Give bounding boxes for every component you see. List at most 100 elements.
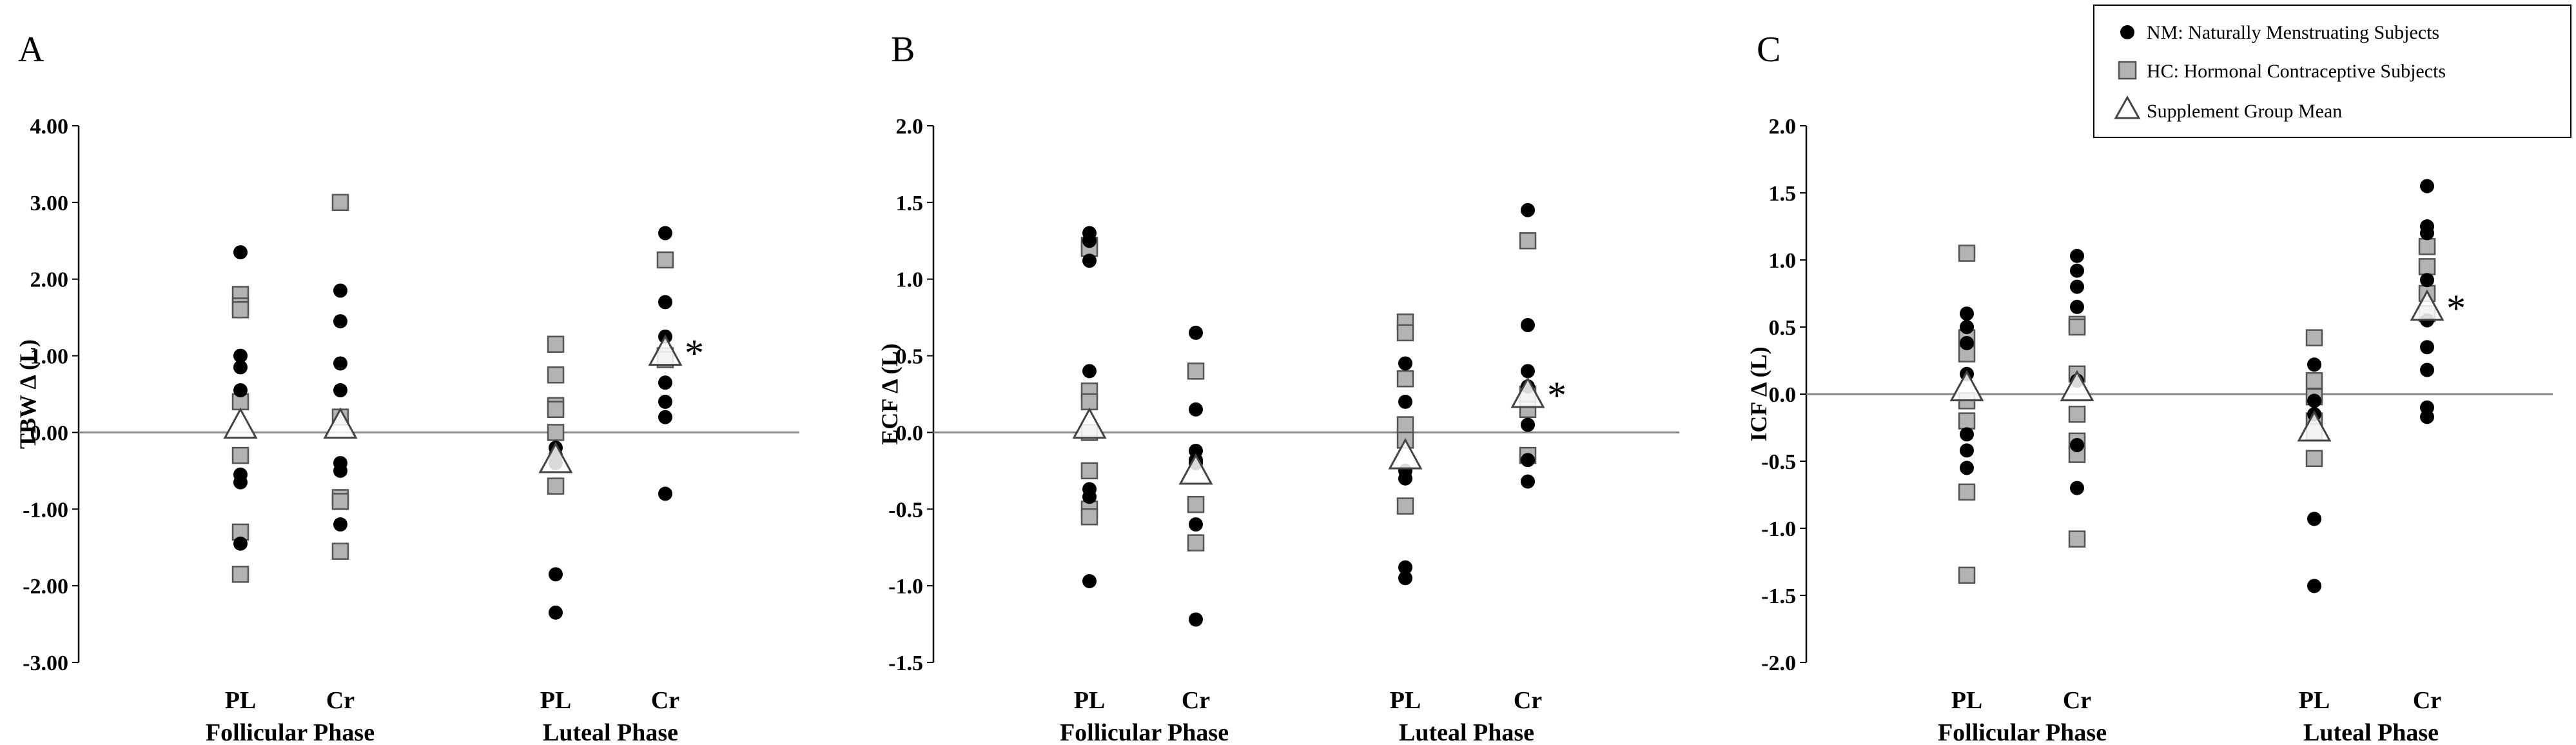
mean-marker: [2410, 289, 2444, 321]
hc-point: [1187, 495, 1205, 513]
nm-point: [233, 245, 248, 260]
hc-point: [1958, 412, 1976, 430]
nm-point: [658, 375, 672, 390]
group-cr-follicular: [2060, 248, 2094, 548]
hc-point: [547, 335, 565, 353]
category-label: PL: [2299, 687, 2330, 714]
hc-point: [1958, 566, 1976, 584]
hc-point: [547, 477, 565, 495]
nm-point: [1521, 474, 1535, 489]
y-tick-label: 1.5: [1769, 182, 1797, 206]
mean-marker: [1510, 376, 1545, 408]
y-axis-label: TBW Δ (L): [15, 339, 41, 449]
panel-letter: A: [18, 30, 44, 70]
group-cr-luteal: *: [2410, 179, 2466, 424]
hc-point: [1958, 244, 1976, 262]
nm-point: [2307, 579, 2321, 593]
nm-point: [2070, 248, 2084, 263]
hc-point: [1080, 508, 1098, 526]
legend-nm-marker: [2120, 25, 2134, 39]
y-tick-label: 2.0: [1769, 115, 1797, 139]
nm-point: [1521, 453, 1535, 468]
category-label: PL: [1390, 687, 1421, 714]
nm-point: [1189, 612, 1203, 627]
nm-point: [658, 295, 672, 310]
group-cr-follicular: [1178, 325, 1213, 627]
hc-point: [547, 401, 565, 419]
hc-point: [2305, 450, 2323, 468]
nm-point: [1521, 364, 1535, 379]
phase-label: Follicular Phase: [206, 719, 375, 745]
hc-point: [2418, 237, 2436, 255]
mean-marker: [2060, 370, 2094, 402]
hc-point: [331, 493, 349, 510]
category-label: Cr: [326, 687, 355, 714]
nm-point: [233, 348, 248, 363]
hc-point: [1396, 497, 1414, 515]
legend-hc-marker: [2118, 61, 2137, 80]
mean-marker: [1388, 437, 1423, 470]
nm-point: [2420, 179, 2434, 194]
mean-marker: [648, 334, 683, 366]
phase-label: Follicular Phase: [1938, 719, 2107, 745]
hc-point: [231, 446, 249, 464]
y-tick-label: -1.5: [1761, 584, 1796, 608]
significance-star: *: [1547, 374, 1566, 417]
category-label: PL: [1951, 687, 1983, 714]
category-label: Cr: [1514, 687, 1542, 714]
y-tick-label: -2.00: [23, 575, 68, 599]
nm-point: [1398, 471, 1412, 486]
nm-point: [2070, 279, 2084, 294]
group-pl-follicular: [1949, 244, 1984, 584]
hc-point: [2068, 318, 2086, 336]
nm-point: [333, 383, 347, 398]
hc-point: [1396, 416, 1414, 433]
phase-label: Luteal Phase: [1399, 719, 1534, 745]
nm-point: [233, 536, 248, 551]
nm-point: [2420, 363, 2434, 377]
nm-point: [2420, 340, 2434, 355]
group-pl-follicular: [223, 245, 258, 583]
legend-mean-label: Supplement Group Mean: [2147, 101, 2342, 122]
nm-point: [233, 383, 248, 398]
y-tick-label: 0.5: [896, 345, 924, 369]
nm-point: [233, 475, 248, 490]
nm-point: [2307, 512, 2321, 526]
nm-point: [2070, 438, 2084, 453]
nm-point: [333, 356, 347, 371]
mean-marker: [223, 407, 258, 439]
nm-point: [333, 314, 347, 329]
category-label: Cr: [651, 687, 679, 714]
mean-marker: [2297, 410, 2332, 442]
group-cr-luteal: *: [1510, 203, 1566, 489]
y-tick-label: 0.0: [1769, 383, 1797, 407]
nm-point: [658, 394, 672, 409]
category-label: Cr: [2063, 687, 2091, 714]
hc-point: [231, 566, 249, 583]
phase-label: Luteal Phase: [543, 719, 678, 745]
y-tick-label: 0.00: [30, 421, 69, 445]
nm-point: [1398, 394, 1412, 409]
hc-point: [2305, 372, 2323, 390]
nm-point: [658, 486, 672, 501]
nm-point: [1960, 306, 1974, 321]
nm-point: [1960, 461, 1974, 475]
nm-point: [1189, 325, 1203, 340]
nm-point: [1960, 335, 1974, 350]
nm-point: [2070, 481, 2084, 495]
nm-point: [549, 567, 563, 582]
mean-marker: [1178, 453, 1213, 485]
panel-letter: B: [891, 30, 915, 70]
panel-a: A TBW Δ (L) 4.00 3.00 2.00 1.00 0.00 -1.00 -2.00…: [15, 30, 799, 745]
nm-point: [1960, 427, 1974, 442]
hc-point: [2068, 405, 2086, 423]
nm-point: [1082, 574, 1097, 589]
nm-point: [1521, 203, 1535, 217]
panel-letter: C: [1757, 30, 1781, 70]
hc-point: [547, 366, 565, 384]
y-tick-label: -1.0: [1761, 517, 1796, 541]
panel-c: C ICF Δ (L) 2.0 1.5 1.0 0.5 0.0 -0.5 -1.0 -1.5 -2.…: [1746, 30, 2553, 745]
category-label: Cr: [2413, 687, 2441, 714]
nm-point: [1082, 233, 1097, 248]
